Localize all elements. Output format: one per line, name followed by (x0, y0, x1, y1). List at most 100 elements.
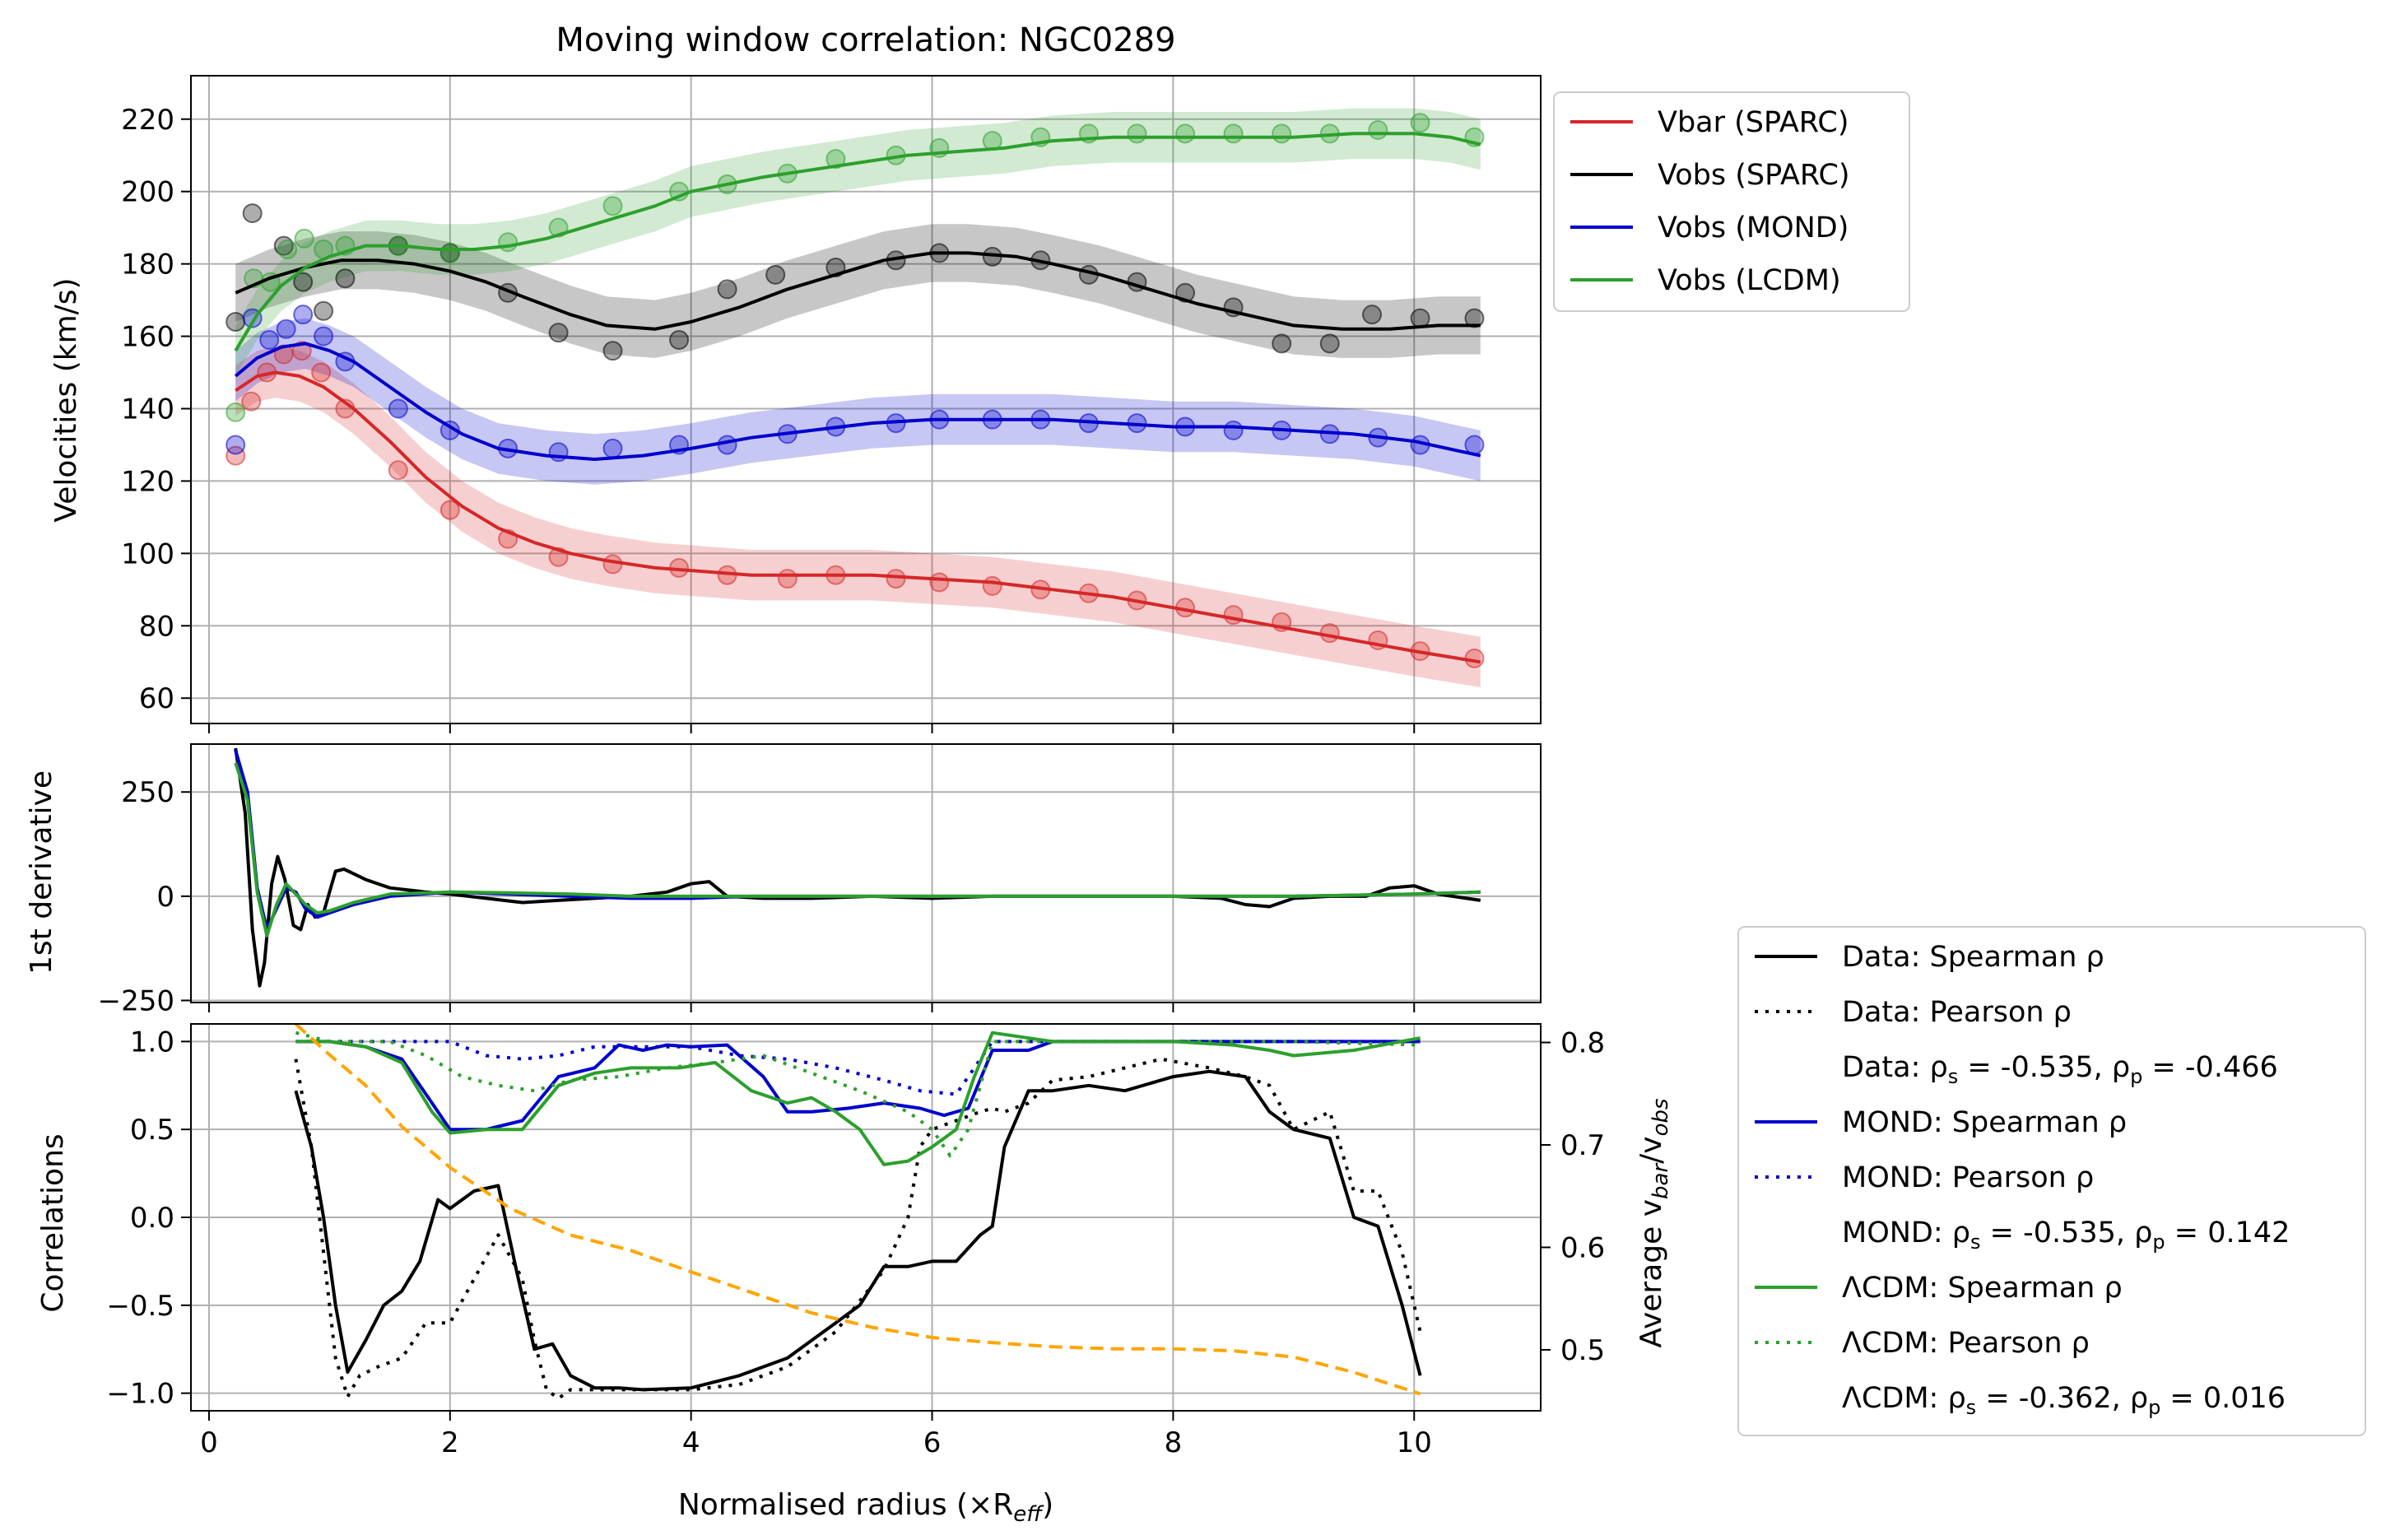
series-line (234, 747, 1481, 988)
y2-tick-label: 0.8 (1560, 1027, 1605, 1060)
data-point (1464, 435, 1485, 455)
data-point (669, 329, 690, 350)
series-line (295, 1031, 1421, 1158)
y2-label-mid: /v (1635, 1136, 1668, 1163)
y2-label-main: Average v (1635, 1199, 1668, 1348)
y-tick-label: −250 (98, 984, 174, 1017)
data-point (276, 319, 296, 339)
data-point (273, 235, 294, 256)
x-label-sub: eff (1013, 1502, 1044, 1527)
legend-label-part: p (2130, 1065, 2142, 1088)
legend-label-part: = -0.535, ρ (1958, 1051, 2130, 1084)
data-point (717, 435, 737, 455)
data-point (1319, 333, 1340, 354)
data-point (1272, 333, 1292, 354)
x-tick-label: 8 (1165, 1426, 1183, 1459)
legend-label: Data: Pearson ρ (1842, 996, 2072, 1029)
y-tick-label: −1.0 (106, 1378, 174, 1411)
data-point (226, 311, 246, 332)
series-line (295, 1024, 1421, 1396)
legend-label-part: p (2152, 1231, 2165, 1254)
legend-velocities: Vbar (SPARC) Vobs (SPARC) Vobs (MOND) Vobs … (1553, 91, 1910, 312)
y2-label-sub2: obs (1649, 1098, 1673, 1136)
data-point (314, 326, 334, 347)
data-point (1175, 123, 1196, 144)
legend-label-part: = -0.362, ρ (1976, 1382, 2148, 1415)
axes-frame (190, 743, 1542, 1003)
plot-area (226, 108, 1485, 687)
legend-correlations: Data: Spearman ρ Data: Pearson ρ Data: ρs … (1737, 926, 2366, 1436)
data-point (226, 402, 246, 422)
data-point (241, 391, 262, 412)
y2-tick-label: 0.5 (1560, 1334, 1605, 1367)
y2-label-sub1: bar (1649, 1162, 1673, 1199)
data-point (1368, 119, 1388, 140)
derivative-y-label: 1st derivative (25, 770, 58, 975)
derivative-panel: −250 0 250 (98, 743, 1542, 1017)
y-tick-label: 250 (121, 776, 174, 809)
legend-label: Vobs (MOND) (1658, 212, 1849, 244)
x-axis-label: Normalised radius (×Reff) (678, 1488, 1053, 1527)
data-point (388, 398, 408, 419)
legend-label-part: MOND: ρ (1842, 1217, 1970, 1249)
chart-title: Moving window correlation: NGC0289 (556, 21, 1175, 59)
legend-label-part: = -0.466 (2142, 1051, 2277, 1084)
y-tick-label: 160 (121, 321, 174, 354)
y-tick-label: 0.0 (130, 1202, 174, 1235)
legend-label: Vobs (SPARC) (1658, 159, 1850, 192)
right-y-label: Average vbar/vobs (1635, 1098, 1673, 1347)
series-line (234, 342, 1481, 461)
data-point (259, 329, 280, 350)
legend-label: ΛCDM: Pearson ρ (1842, 1327, 2090, 1360)
data-point (1362, 305, 1382, 325)
y-tick-label: 220 (121, 104, 174, 137)
y-tick-label: 200 (121, 176, 174, 209)
y2-tick-label: 0.6 (1560, 1231, 1605, 1264)
data-point (335, 268, 356, 289)
legend-label-part: = 0.142 (2165, 1217, 2290, 1249)
data-point (1272, 123, 1292, 144)
y-tick-label: 0 (156, 881, 174, 914)
data-point (548, 323, 569, 343)
data-point (1127, 123, 1147, 144)
legend-label: Vbar (SPARC) (1658, 106, 1849, 139)
series-line (235, 370, 1481, 664)
x-tick-label: 0 (200, 1426, 218, 1459)
data-point (1319, 623, 1340, 644)
data-point (602, 341, 623, 361)
legend-label-part: s (1948, 1065, 1959, 1088)
legend-box (1553, 91, 1910, 312)
y-tick-label: 140 (121, 393, 174, 426)
series-line (294, 1057, 1422, 1400)
x-tick-label: 10 (1397, 1426, 1432, 1459)
x-label-end: ) (1042, 1488, 1053, 1522)
data-point (1464, 308, 1485, 328)
axes-frame (190, 1023, 1542, 1412)
data-point (886, 569, 906, 589)
data-point (314, 300, 334, 321)
velocities-panel: 60 80 100 120 140 160 180 200 220 (121, 75, 1542, 733)
data-point (825, 149, 846, 170)
legend-label-part: = -0.535, ρ (1981, 1217, 2153, 1249)
y-tick-label: 100 (121, 537, 174, 570)
data-point (242, 203, 263, 224)
data-point (277, 240, 298, 260)
data-point (717, 279, 737, 300)
data-point (1223, 123, 1244, 144)
correlations-panel: 0 2 4 6 8 10 −1.0 −0.5 0.0 0.5 1.0 0.5 0.6 0.7 0.8 (106, 1023, 1605, 1459)
velocities-y-label: Velocities (km/s) (49, 277, 83, 522)
legend-label-part: s (1966, 1396, 1977, 1419)
data-point (439, 500, 460, 520)
y2-tick-label: 0.7 (1560, 1129, 1605, 1162)
data-point (293, 272, 314, 292)
data-point (294, 228, 314, 249)
y-tick-label: 0.5 (130, 1114, 174, 1147)
data-point (602, 554, 623, 575)
data-point (293, 305, 314, 325)
x-tick-label: 4 (682, 1426, 700, 1459)
series-line (235, 251, 1481, 331)
data-point (765, 264, 786, 285)
x-tick-label: 2 (441, 1426, 459, 1459)
legend-label: ΛCDM: Spearman ρ (1842, 1272, 2123, 1305)
x-label-main: Normalised radius (×R (678, 1488, 1013, 1522)
